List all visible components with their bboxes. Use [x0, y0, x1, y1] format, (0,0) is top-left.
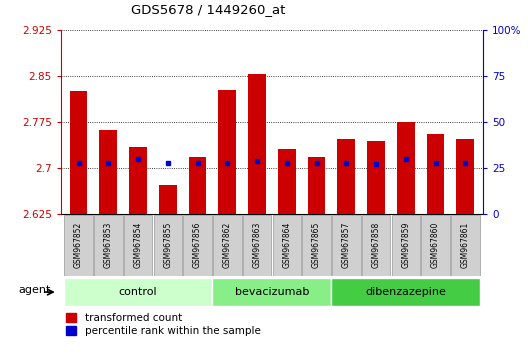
- Text: GSM967853: GSM967853: [104, 222, 113, 268]
- FancyBboxPatch shape: [332, 215, 361, 275]
- FancyBboxPatch shape: [302, 215, 331, 275]
- Bar: [129, 147, 147, 214]
- Text: GSM967854: GSM967854: [134, 222, 143, 268]
- Bar: [397, 122, 414, 214]
- FancyBboxPatch shape: [362, 215, 390, 275]
- FancyBboxPatch shape: [94, 215, 122, 275]
- Text: dibenzazepine: dibenzazepine: [365, 287, 446, 297]
- FancyBboxPatch shape: [124, 215, 153, 275]
- Bar: [248, 74, 266, 214]
- Text: GSM967860: GSM967860: [431, 222, 440, 268]
- Text: control: control: [119, 287, 157, 297]
- Text: GSM967858: GSM967858: [372, 222, 381, 268]
- Text: GSM967862: GSM967862: [223, 222, 232, 268]
- Bar: [367, 141, 385, 214]
- Text: GDS5678 / 1449260_at: GDS5678 / 1449260_at: [131, 3, 286, 16]
- Bar: [337, 139, 355, 214]
- Bar: [278, 149, 296, 214]
- Bar: [99, 130, 117, 214]
- Text: GSM967861: GSM967861: [461, 222, 470, 268]
- Text: GSM967863: GSM967863: [252, 222, 261, 268]
- FancyBboxPatch shape: [243, 215, 271, 275]
- Bar: [219, 90, 236, 214]
- FancyBboxPatch shape: [64, 215, 93, 275]
- Bar: [159, 185, 177, 214]
- FancyBboxPatch shape: [391, 215, 420, 275]
- Text: GSM967856: GSM967856: [193, 222, 202, 268]
- FancyBboxPatch shape: [154, 215, 182, 275]
- Text: GSM967864: GSM967864: [282, 222, 291, 268]
- Text: GSM967859: GSM967859: [401, 222, 410, 268]
- Bar: [456, 139, 474, 214]
- Text: GSM967855: GSM967855: [163, 222, 172, 268]
- Bar: [188, 157, 206, 214]
- Bar: [308, 157, 325, 214]
- FancyBboxPatch shape: [272, 215, 301, 275]
- Bar: [70, 91, 88, 214]
- FancyBboxPatch shape: [183, 215, 212, 275]
- Text: agent: agent: [18, 285, 51, 296]
- Text: GSM967857: GSM967857: [342, 222, 351, 268]
- Bar: [64, 278, 212, 306]
- Bar: [427, 135, 445, 214]
- Legend: transformed count, percentile rank within the sample: transformed count, percentile rank withi…: [66, 313, 260, 336]
- Text: bevacizumab: bevacizumab: [235, 287, 309, 297]
- Bar: [212, 278, 332, 306]
- Bar: [332, 278, 480, 306]
- FancyBboxPatch shape: [451, 215, 479, 275]
- FancyBboxPatch shape: [213, 215, 242, 275]
- Text: GSM967852: GSM967852: [74, 222, 83, 268]
- FancyBboxPatch shape: [421, 215, 450, 275]
- Text: GSM967865: GSM967865: [312, 222, 321, 268]
